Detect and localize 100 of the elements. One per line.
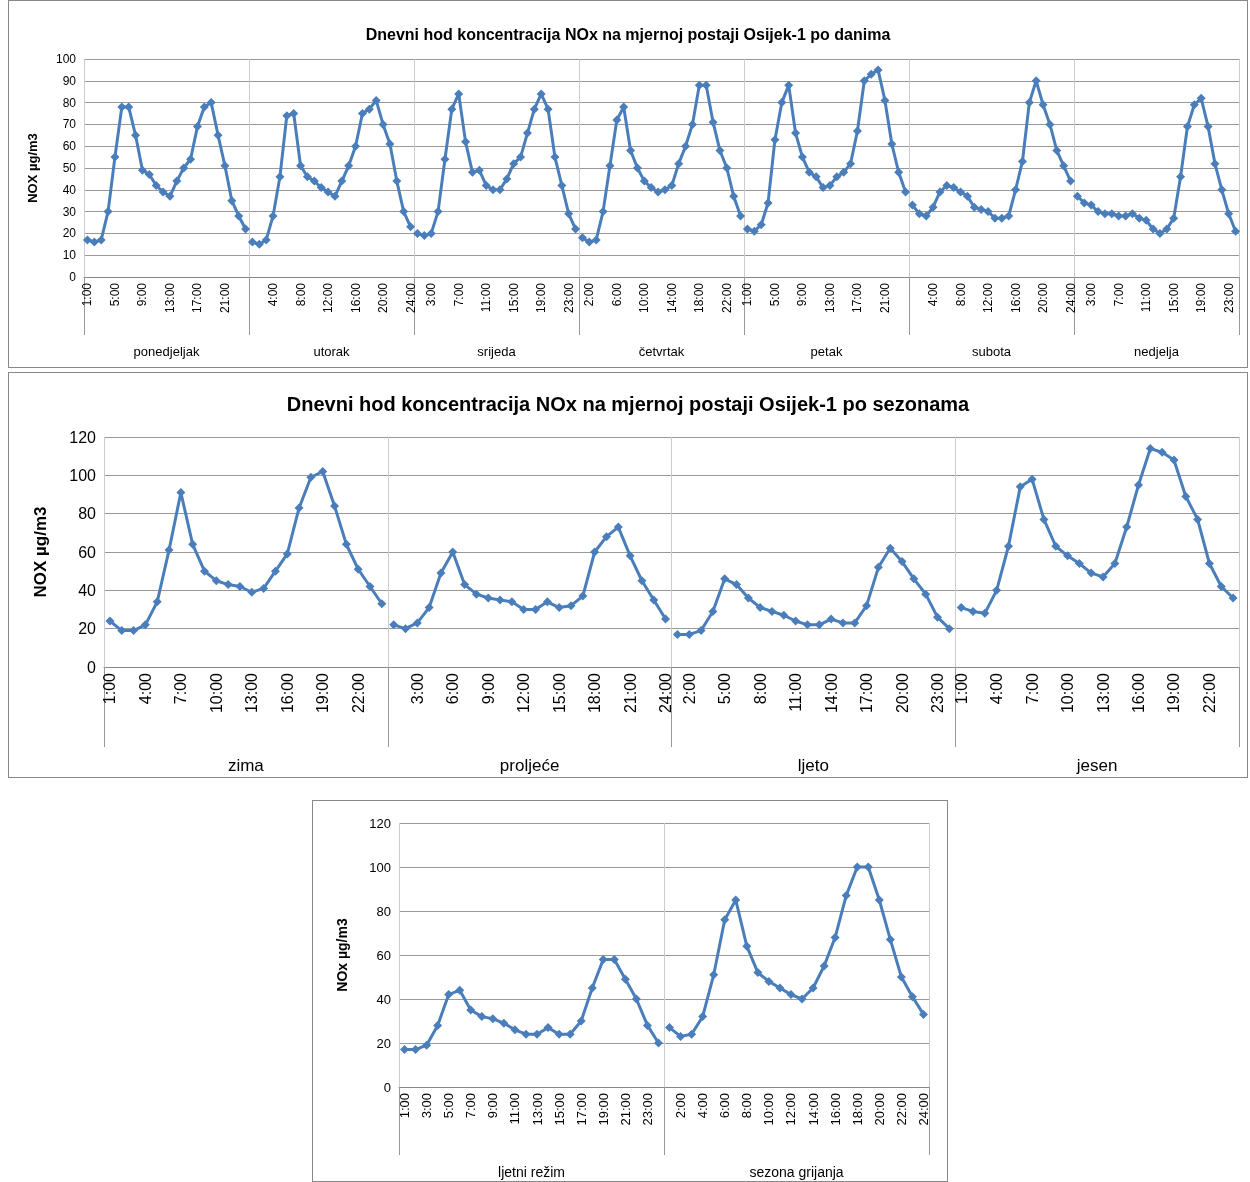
point — [935, 187, 945, 197]
x-tick-label: 4:00 — [266, 282, 281, 307]
point — [1127, 209, 1137, 219]
text: subota — [971, 344, 1012, 359]
point — [914, 209, 924, 219]
x-tick-label: 12:00 — [321, 282, 336, 314]
point — [1079, 198, 1089, 208]
x-tick-label: 5:00 — [767, 282, 782, 307]
point — [436, 568, 446, 578]
x-tick-label: 15:00 — [1166, 282, 1181, 314]
text: ponedjeljak — [133, 344, 200, 359]
point — [571, 224, 581, 234]
x-tick-label: 21:00 — [617, 1093, 633, 1126]
point — [499, 1018, 509, 1028]
point — [804, 167, 814, 177]
point — [672, 629, 682, 639]
point — [275, 172, 285, 182]
y-tick-label: 10 — [62, 248, 77, 263]
x-tick-label: 1:00 — [80, 282, 95, 307]
x-tick-label: 2:00 — [673, 1093, 689, 1119]
point — [422, 1040, 432, 1050]
point — [1038, 100, 1048, 110]
x-tick-label: 10:00 — [1059, 672, 1077, 714]
point — [220, 161, 230, 171]
point — [270, 566, 280, 576]
y-tick-label: 80 — [62, 95, 77, 110]
point — [536, 89, 546, 99]
point — [928, 202, 938, 212]
point — [1210, 159, 1220, 169]
point — [211, 576, 221, 586]
x-tick-label: 7:00 — [172, 672, 190, 705]
y-tick-label: 50 — [62, 161, 77, 175]
point — [894, 167, 904, 177]
point — [566, 601, 576, 611]
x-tick-label: 20:00 — [1036, 282, 1051, 314]
point — [1217, 185, 1227, 195]
point — [151, 180, 161, 190]
point — [901, 187, 911, 197]
point — [1074, 559, 1084, 568]
point — [653, 1038, 663, 1048]
x-tick-label: 7:00 — [1111, 282, 1126, 307]
point — [764, 976, 774, 986]
point — [557, 180, 567, 190]
point — [337, 176, 347, 186]
x-tick-label: 24:00 — [403, 282, 418, 314]
point — [653, 187, 663, 197]
point — [1086, 200, 1096, 210]
text: proljeće — [499, 756, 560, 775]
point — [158, 187, 168, 197]
y-tick-label: 20 — [376, 1035, 391, 1051]
point — [743, 593, 753, 603]
point — [433, 207, 443, 217]
point — [433, 1020, 443, 1030]
point — [720, 574, 730, 584]
point — [82, 235, 92, 245]
x-tick-label: 20:00 — [893, 672, 911, 714]
point — [613, 522, 623, 532]
y-axis-title: NOX µg/m3 — [31, 506, 50, 598]
point — [708, 606, 718, 616]
x-tick-label: 5:00 — [441, 1093, 457, 1119]
y-tick-label: 40 — [376, 991, 391, 1007]
point — [502, 174, 512, 184]
point — [839, 167, 849, 177]
point — [1196, 93, 1206, 103]
point — [144, 170, 154, 180]
x-tick-label: 21:00 — [877, 282, 892, 314]
point — [921, 211, 931, 221]
point — [755, 603, 765, 613]
x-tick-label: 19:00 — [1165, 672, 1183, 714]
x-tick-label: 8:00 — [751, 672, 769, 705]
point — [259, 583, 269, 593]
point — [554, 1029, 564, 1039]
point — [1157, 447, 1167, 457]
point — [1141, 215, 1151, 225]
point — [708, 117, 718, 127]
point — [1063, 551, 1073, 561]
point — [676, 1031, 686, 1041]
point — [241, 224, 251, 234]
point — [852, 862, 862, 872]
point — [1231, 226, 1241, 236]
point — [968, 606, 978, 616]
point — [488, 185, 498, 195]
point — [944, 624, 954, 634]
point — [956, 603, 966, 613]
point — [866, 69, 876, 79]
x-tick-label: 9:00 — [479, 672, 497, 705]
point — [532, 1029, 542, 1039]
point — [564, 209, 574, 219]
point — [584, 237, 594, 247]
point — [140, 620, 150, 630]
point — [777, 98, 787, 108]
point — [838, 618, 848, 628]
text: ljeto — [797, 756, 829, 775]
point — [841, 891, 851, 901]
x-tick-label: 24:00 — [915, 1093, 931, 1126]
point — [488, 1014, 498, 1024]
point — [426, 228, 436, 238]
point — [791, 616, 801, 626]
point — [897, 557, 907, 567]
point — [832, 172, 842, 182]
